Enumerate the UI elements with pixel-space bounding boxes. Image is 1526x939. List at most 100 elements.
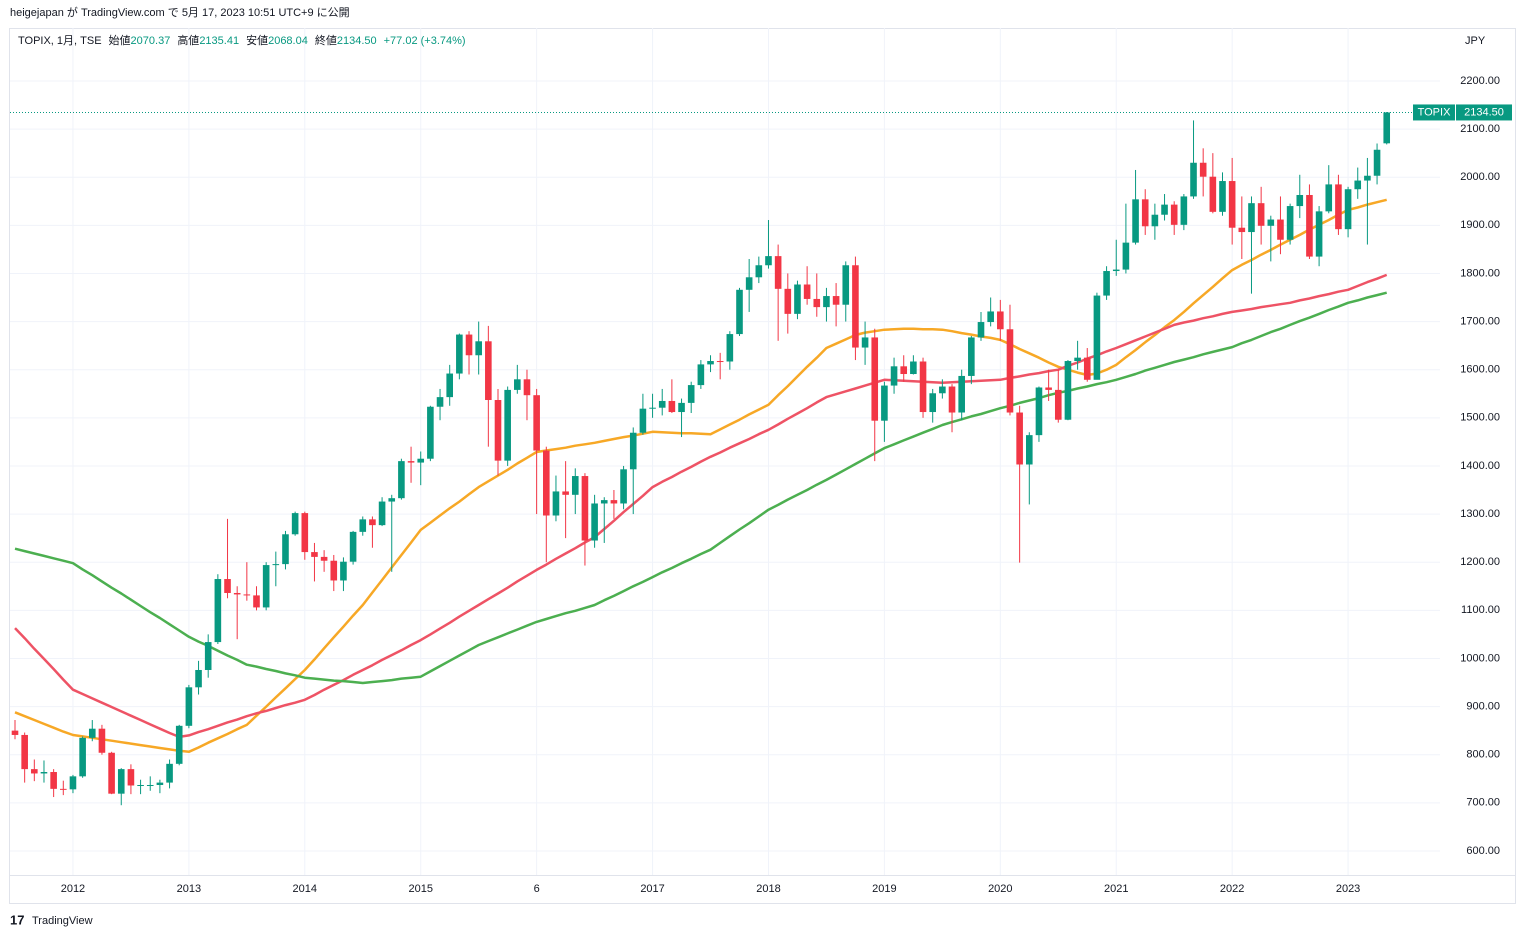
y-tick-label: 1400.00 bbox=[1460, 460, 1500, 472]
candle bbox=[1277, 196, 1284, 255]
candle-body bbox=[378, 501, 386, 526]
candle-body bbox=[108, 752, 115, 794]
candle bbox=[939, 379, 946, 399]
candle-body bbox=[620, 469, 627, 504]
candle bbox=[1180, 194, 1188, 231]
y-tick-label: 800.00 bbox=[1466, 749, 1500, 761]
candle bbox=[1006, 304, 1014, 416]
candle-body bbox=[185, 687, 193, 726]
ohlc-legend: TOPIX, 1月, TSE 始値2070.37 高値2135.41 安値2068.0… bbox=[18, 33, 466, 47]
candle-body bbox=[610, 500, 618, 504]
candle bbox=[987, 297, 994, 327]
candle-body bbox=[330, 560, 338, 581]
candle bbox=[813, 273, 821, 317]
candle bbox=[929, 388, 936, 423]
candle bbox=[832, 283, 840, 327]
candle bbox=[1170, 201, 1178, 235]
candle bbox=[649, 393, 656, 418]
candle bbox=[803, 266, 811, 305]
candle bbox=[417, 451, 425, 486]
y-tick-label: 1500.00 bbox=[1460, 412, 1500, 424]
candle bbox=[571, 468, 579, 515]
x-tick-label: 2023 bbox=[1336, 883, 1360, 895]
candle bbox=[11, 720, 19, 740]
candle-body bbox=[195, 669, 202, 688]
candle bbox=[852, 256, 859, 361]
candle bbox=[968, 336, 975, 385]
candle-body bbox=[755, 265, 763, 278]
candle-body bbox=[1103, 271, 1110, 296]
candle-body bbox=[533, 395, 540, 451]
candle bbox=[185, 684, 193, 729]
candle bbox=[1122, 203, 1130, 274]
candle bbox=[456, 333, 463, 380]
candle bbox=[958, 369, 965, 421]
candle-body bbox=[117, 769, 125, 794]
candle-body bbox=[417, 458, 425, 463]
candle-body bbox=[591, 503, 598, 541]
candle bbox=[1026, 432, 1033, 505]
candle-body bbox=[204, 642, 212, 670]
y-tick-label: 700.00 bbox=[1466, 797, 1500, 809]
candle-body bbox=[803, 284, 811, 299]
candle-body bbox=[253, 595, 260, 608]
candle bbox=[436, 388, 444, 421]
candle bbox=[224, 518, 231, 599]
candle bbox=[349, 530, 357, 565]
candle-body bbox=[1199, 162, 1207, 177]
last-price-badge bbox=[1456, 104, 1512, 121]
candle-body bbox=[1315, 211, 1323, 257]
candle bbox=[1364, 157, 1371, 245]
candle-body bbox=[11, 730, 19, 735]
candle-body bbox=[736, 289, 743, 335]
candle-body bbox=[175, 725, 183, 764]
candle bbox=[427, 405, 434, 462]
candle bbox=[291, 511, 299, 536]
candle bbox=[311, 542, 318, 582]
candle-body bbox=[494, 400, 502, 461]
legend-symbol: TOPIX, 1月, TSE bbox=[18, 35, 102, 47]
candle-body bbox=[1151, 214, 1159, 227]
y-tick-label: 1000.00 bbox=[1460, 652, 1500, 664]
legend-close: 2134.50 bbox=[337, 35, 377, 47]
candle-body bbox=[485, 341, 492, 401]
candle-body bbox=[1083, 357, 1091, 380]
candle-body bbox=[456, 334, 463, 374]
candle-body bbox=[881, 385, 888, 421]
candle-body bbox=[1296, 194, 1304, 207]
candle bbox=[600, 497, 608, 543]
candle bbox=[1151, 203, 1159, 240]
candle bbox=[175, 724, 183, 766]
candle bbox=[359, 516, 367, 536]
candle-body bbox=[1112, 269, 1120, 272]
candle bbox=[388, 494, 396, 572]
candle bbox=[533, 388, 540, 515]
candle bbox=[823, 287, 830, 322]
candle bbox=[1016, 405, 1023, 563]
candle-body bbox=[311, 552, 318, 557]
candle-body bbox=[60, 788, 67, 790]
candle bbox=[1344, 186, 1352, 238]
candle-body bbox=[1170, 204, 1178, 225]
candle-body bbox=[137, 785, 144, 787]
y-tick-label: 1700.00 bbox=[1460, 315, 1500, 327]
candle-body bbox=[1209, 176, 1217, 212]
candle bbox=[948, 384, 956, 433]
candle bbox=[1074, 340, 1081, 370]
candle bbox=[784, 273, 792, 334]
candle bbox=[1093, 292, 1101, 380]
candle bbox=[871, 328, 879, 462]
candle-body bbox=[871, 337, 879, 421]
candle bbox=[1190, 120, 1197, 199]
candle-body bbox=[214, 579, 222, 643]
candle bbox=[108, 751, 115, 795]
candle bbox=[629, 427, 637, 515]
candle-body bbox=[687, 385, 695, 403]
brand-mark: 17 bbox=[10, 912, 24, 927]
candle bbox=[137, 779, 144, 795]
candle bbox=[1132, 169, 1139, 245]
candle-body bbox=[1026, 435, 1033, 465]
candle bbox=[514, 364, 521, 394]
candle-body bbox=[861, 337, 869, 348]
candle-body bbox=[1141, 199, 1149, 227]
